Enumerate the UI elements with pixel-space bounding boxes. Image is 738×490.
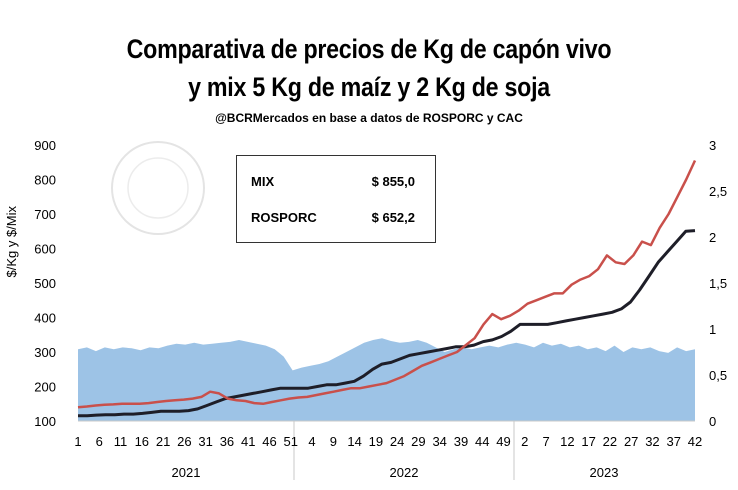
y-tick-label: 300 [34,345,56,360]
x-tick-label: 16 [135,434,149,449]
y2-tick-label: 1,5 [709,276,727,291]
y-tick-label: 100 [34,414,56,429]
x-tick-label: 34 [432,434,446,449]
x-tick-label: 2 [521,434,528,449]
x-tick-label: 14 [347,434,361,449]
x-tick-label: 11 [114,434,128,449]
chart-subtitle: @BCRMercados en base a datos de ROSPORC … [215,111,523,125]
x-tick-label: 49 [496,434,510,449]
y2-tick-label: 0,5 [709,368,727,383]
x-tick-label: 37 [666,434,680,449]
x-tick-label: 32 [645,434,659,449]
chart-title-line1: Comparativa de precios de Kg de capón vi… [126,34,612,64]
ratio-area [78,338,695,421]
x-tick-label: 9 [330,434,337,449]
y-tick-label: 900 [34,138,56,153]
x-tick-label: 46 [262,434,276,449]
summary-box: MIX $ 855,0 ROSPORC $ 652,2 [236,155,436,243]
y-tick-label: 700 [34,207,56,222]
x-tick-label: 36 [220,434,234,449]
x-tick-label: 19 [369,434,383,449]
watermark-seal [111,141,205,235]
x-tick-label: 22 [603,434,617,449]
y-axis-label: $/Kg y $/Mix [4,205,19,278]
series-line-mix [77,159,697,409]
mix-value: $ 855,0 [371,174,415,189]
x-tick-label: 27 [624,434,638,449]
watermark-seal-inner [127,157,189,219]
y2-tick-label: 0 [709,414,716,429]
y-tick-label: 200 [34,380,56,395]
y2-tick-label: 2,5 [709,184,727,199]
y-tick-label: 800 [34,173,56,188]
rosporc-label: ROSPORC [251,210,317,225]
x-tick-label: 51 [284,434,298,449]
y2-tick-label: 3 [709,138,716,153]
x-tick-label: 24 [390,434,404,449]
chart-title-line2: y mix 5 Kg de maíz y 2 Kg de soja [188,72,550,102]
x-tick-label: 26 [177,434,191,449]
year-label: 2021 [172,465,201,480]
y-tick-label: 500 [34,276,56,291]
x-tick-label: 41 [241,434,255,449]
x-tick-label: 1 [74,434,81,449]
y-tick-label: 600 [34,242,56,257]
x-tick-label: 4 [308,434,315,449]
x-tick-label: 7 [542,434,549,449]
year-label: 2023 [590,465,619,480]
y2-tick-label: 1 [709,322,716,337]
y-tick-label: 400 [34,311,56,326]
x-tick-label: 31 [198,434,212,449]
y2-tick-label: 2 [709,230,716,245]
year-label: 2022 [390,465,419,480]
x-tick-label: 29 [411,434,425,449]
x-tick-label: 6 [96,434,103,449]
x-tick-label: 39 [454,434,468,449]
x-tick-label: 42 [688,434,702,449]
x-tick-label: 12 [560,434,574,449]
series-line-rosporc [78,229,696,418]
mix-label: MIX [251,174,275,189]
x-tick-label: 17 [581,434,595,449]
x-tick-label: 21 [156,434,170,449]
rosporc-value: $ 652,2 [371,210,415,225]
x-tick-label: 44 [475,434,489,449]
